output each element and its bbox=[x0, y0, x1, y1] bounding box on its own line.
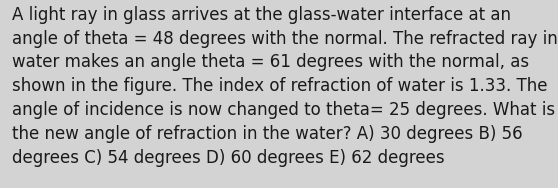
Text: A light ray in glass arrives at the glass-water interface at an
angle of theta =: A light ray in glass arrives at the glas… bbox=[12, 6, 558, 167]
